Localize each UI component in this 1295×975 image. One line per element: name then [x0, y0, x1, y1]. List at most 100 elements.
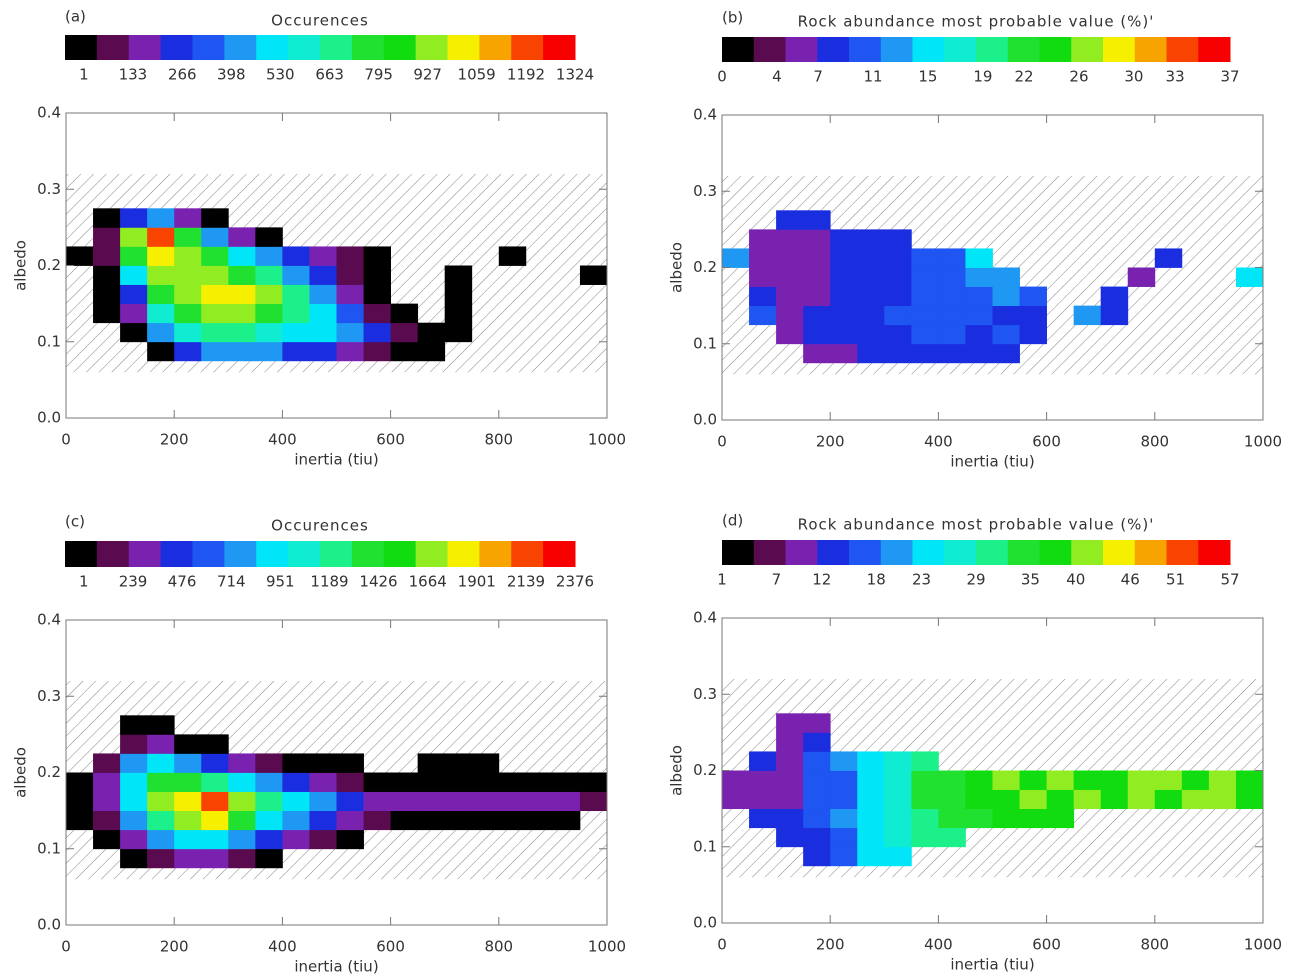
x-tick-label: 600 [1032, 936, 1061, 954]
heatmap-cell [309, 772, 337, 792]
colorbar-tick-label: 46 [1121, 571, 1140, 589]
colorbar-segment [880, 540, 913, 565]
heatmap-cell [93, 829, 121, 850]
heatmap-cell [1019, 324, 1047, 345]
x-tick-label: 0 [717, 433, 727, 451]
colorbar-tick-label: 927 [413, 66, 442, 84]
heatmap-cell [174, 753, 202, 773]
heatmap-cell [228, 848, 256, 869]
heatmap-cell [390, 791, 419, 812]
heatmap-cell [147, 715, 175, 735]
heatmap-cell [363, 246, 391, 266]
heatmap-cell [1019, 305, 1047, 326]
heatmap-cell [1154, 248, 1183, 268]
heatmap-cell [911, 770, 939, 790]
heatmap-cell [174, 322, 202, 343]
colorbar-segment [192, 541, 225, 567]
y-tick-label: 0.4 [693, 106, 717, 124]
heatmap-cell [911, 789, 939, 810]
heatmap-cell [579, 772, 608, 792]
heatmap-cell [201, 246, 229, 266]
x-tick-label: 800 [484, 938, 513, 956]
heatmap-cell [803, 827, 831, 848]
heatmap-cell [857, 343, 885, 364]
colorbar-segment [65, 541, 98, 567]
heatmap-cell [1154, 770, 1183, 790]
y-tick-label: 0.1 [693, 334, 717, 352]
heatmap-cell [93, 303, 121, 324]
x-axis-label: inertia (tiu) [950, 956, 1034, 974]
colorbar-tick-label: 1192 [507, 66, 545, 84]
heatmap-cell [911, 286, 939, 307]
heatmap-cell [938, 827, 966, 848]
colorbar-segment [912, 37, 945, 62]
heatmap-cell [1019, 808, 1047, 829]
heatmap-cell [938, 343, 966, 364]
colorbar-tick-label: 1901 [458, 573, 496, 591]
heatmap-cell [1127, 267, 1156, 287]
heatmap-cell [965, 808, 993, 829]
heatmap-cell [857, 789, 885, 810]
heatmap-cell [147, 227, 175, 247]
heatmap-cell [282, 829, 310, 850]
heatmap-cell [992, 286, 1020, 307]
heatmap-cell [147, 810, 175, 831]
colorbar-tick-label: 18 [867, 571, 886, 589]
heatmap-cell [552, 810, 581, 831]
heatmap-cell [776, 732, 804, 752]
heatmap-cell [255, 829, 283, 850]
heatmap-cell [147, 303, 175, 324]
colorbar-segment [817, 37, 850, 62]
colorbar-segment [944, 37, 977, 62]
heatmap-cell [201, 829, 229, 850]
heatmap-cell [444, 810, 473, 831]
colorbar-segment [1166, 37, 1199, 62]
colorbar-segment [65, 35, 98, 60]
colorbar-segment [288, 541, 321, 567]
colorbar-segment [415, 541, 448, 567]
colorbar-title: Occurences [271, 517, 369, 535]
heatmap-cell [174, 208, 202, 228]
heatmap-cell [120, 734, 148, 754]
heatmap-cell [803, 732, 831, 752]
heatmap-cell [120, 829, 148, 850]
heatmap-cell [992, 305, 1020, 326]
heatmap-cell [309, 791, 337, 812]
heatmap-cell [965, 267, 993, 287]
heatmap-cell [228, 227, 256, 247]
heatmap-cell [749, 286, 777, 307]
colorbar-segment [1103, 540, 1136, 565]
heatmap-cell [803, 713, 831, 733]
heatmap-cell [857, 827, 885, 848]
heatmap-cell [147, 284, 175, 305]
heatmap-cell [120, 303, 148, 324]
heatmap-cell [884, 827, 912, 848]
colorbar-tick-label: 7 [813, 68, 823, 86]
heatmap-cell [309, 265, 337, 285]
heatmap-cell [120, 284, 148, 305]
heatmap-cell [803, 324, 831, 345]
heatmap-cell [66, 791, 94, 812]
heatmap-cell [228, 791, 256, 812]
heatmap-cell [857, 770, 885, 790]
heatmap-cell [174, 246, 202, 266]
heatmap-cell [965, 286, 993, 307]
heatmap-cell [884, 846, 912, 867]
heatmap-cell [363, 303, 391, 324]
heatmap-cell [336, 265, 364, 285]
heatmap-cell [417, 341, 446, 362]
colorbar-segment [1039, 37, 1072, 62]
heatmap-cell [282, 284, 310, 305]
colorbar-segment [383, 541, 417, 567]
y-tick-label: 0.3 [693, 182, 717, 200]
x-tick-label: 1000 [588, 431, 626, 449]
heatmap-cell [147, 848, 175, 869]
heatmap-cell [471, 753, 500, 773]
colorbar-tick-label: 11 [863, 68, 882, 86]
colorbar-segment [1166, 540, 1199, 565]
heatmap-cell [174, 772, 202, 792]
heatmap-cell [911, 267, 939, 287]
heatmap-cell [255, 227, 283, 247]
heatmap-cell [255, 848, 283, 869]
heatmap-cell [1154, 789, 1183, 810]
